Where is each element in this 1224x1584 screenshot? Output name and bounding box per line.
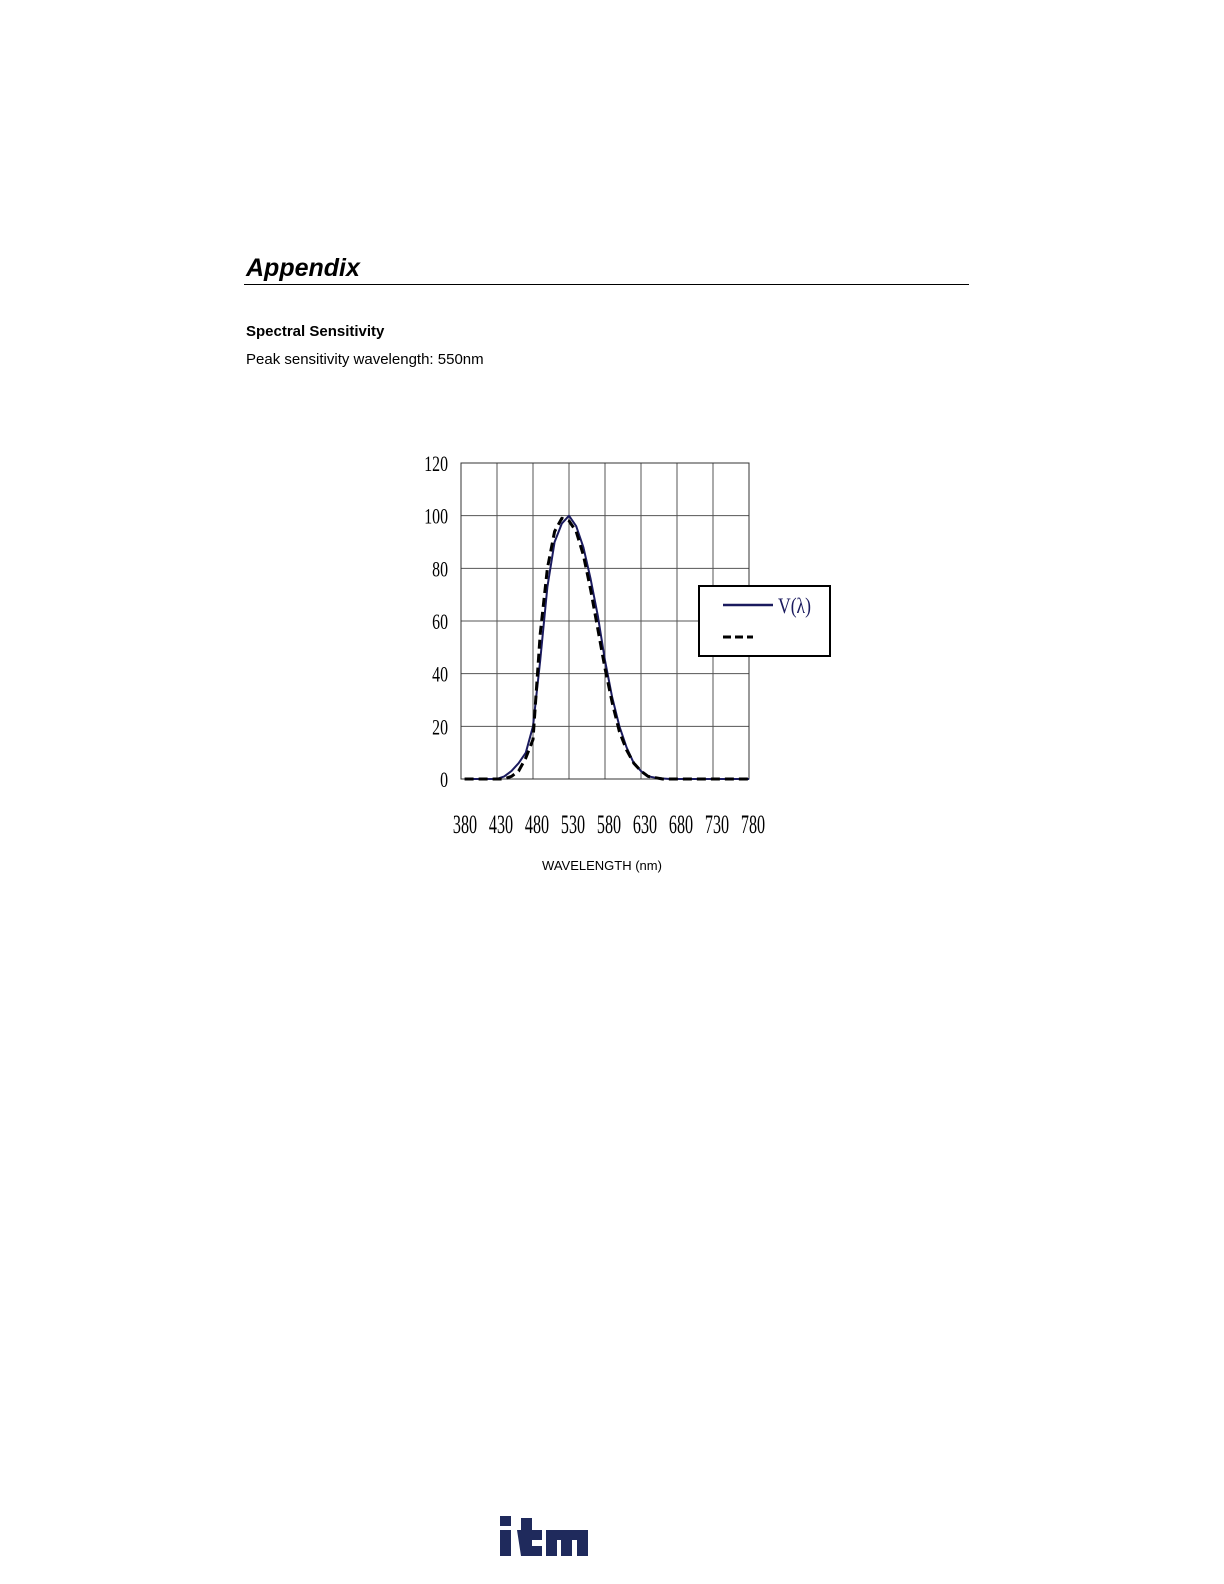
peak-wavelength-text: Peak sensitivity wavelength: 550nm [246, 350, 484, 370]
heading-divider [244, 284, 969, 285]
y-tick-labels: 0 20 40 60 80 100 120 [424, 453, 448, 793]
y-tick-label: 120 [424, 453, 448, 477]
x-tick-labels: 380 430 480 530 580 630 680 730 780 [453, 810, 765, 839]
x-tick-label: 480 [525, 810, 549, 839]
y-tick-label: 60 [432, 611, 448, 635]
x-tick-label: 380 [453, 810, 477, 839]
chart-legend: V(λ) [699, 586, 830, 656]
x-tick-label: 530 [561, 810, 585, 839]
x-tick-label: 580 [597, 810, 621, 839]
y-tick-label: 0 [440, 769, 448, 793]
x-tick-label: 630 [633, 810, 657, 839]
y-tick-label: 100 [424, 505, 448, 529]
spectral-sensitivity-chart: 0 20 40 60 80 100 120 380 430 480 530 580 630 680 730… [410, 445, 850, 845]
y-tick-label: 80 [432, 558, 448, 582]
x-tick-label: 430 [489, 810, 513, 839]
spectral-sensitivity-heading: Spectral Sensitivity [246, 322, 384, 342]
y-tick-label: 40 [432, 663, 448, 687]
legend-label: V(λ) [778, 594, 811, 618]
x-tick-label: 780 [741, 810, 765, 839]
appendix-heading: Appendix [246, 252, 360, 284]
x-tick-label: 680 [669, 810, 693, 839]
x-axis-label: WAVELENGTH (nm) [512, 858, 692, 874]
x-tick-label: 730 [705, 810, 729, 839]
y-tick-label: 20 [432, 716, 448, 740]
itm-logo [490, 1508, 600, 1562]
